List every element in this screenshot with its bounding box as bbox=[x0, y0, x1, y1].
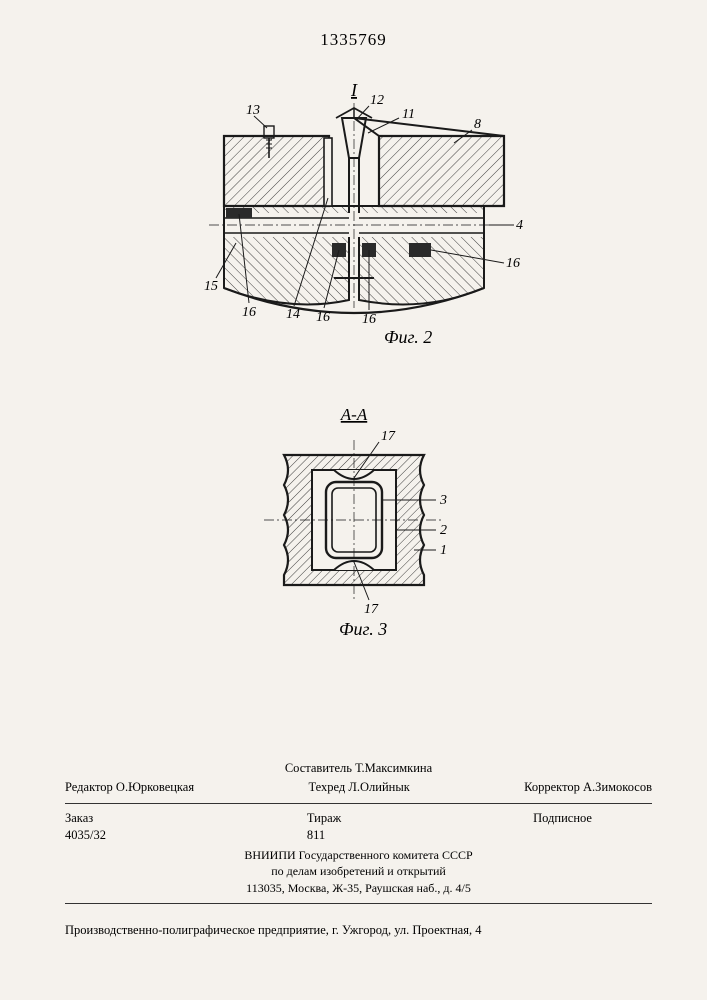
fig3-label-17b: 17 bbox=[364, 602, 379, 617]
document-number: 1335769 bbox=[0, 30, 707, 50]
fig3-label-3: 3 bbox=[439, 493, 447, 508]
fig3-label-2: 2 bbox=[440, 523, 447, 538]
fig2-label-12: 12 bbox=[370, 93, 384, 108]
compiler-line: Составитель Т.Максимкина bbox=[65, 760, 652, 778]
credits-block: Составитель Т.Максимкина Редактор О.Юрко… bbox=[65, 760, 652, 910]
patent-page: 1335769 I bbox=[0, 0, 707, 1000]
fig2-label-16b: 16 bbox=[316, 310, 330, 325]
fig2-label-8: 8 bbox=[474, 117, 481, 132]
fig2-label-15: 15 bbox=[204, 279, 218, 294]
fig2-label-16c: 16 bbox=[506, 256, 520, 271]
printer-line: Производственно-полиграфическое предприя… bbox=[65, 923, 652, 938]
fig2-label-4: 4 bbox=[516, 218, 523, 233]
figure-2: I bbox=[0, 78, 707, 353]
fig2-label-16a: 16 bbox=[242, 305, 256, 320]
tech-editor: Техред Л.Олийнык bbox=[308, 779, 409, 797]
editor: Редактор О.Юрковецкая bbox=[65, 779, 194, 797]
fig3-label-1: 1 bbox=[440, 543, 447, 558]
fig2-caption: Фиг. 2 bbox=[384, 327, 432, 347]
corrector: Корректор А.Зимокосов bbox=[524, 779, 652, 797]
figure-3-svg: А-А 17 17 3 bbox=[204, 400, 504, 660]
figure-2-svg: I bbox=[154, 78, 554, 348]
fig2-label-14: 14 bbox=[286, 307, 300, 322]
fig3-label-17a: 17 bbox=[381, 429, 396, 444]
fig2-label-13: 13 bbox=[246, 103, 260, 118]
fig2-label-16d: 16 bbox=[362, 312, 376, 327]
fig2-label-11: 11 bbox=[402, 107, 415, 122]
fig3-section-mark: А-А bbox=[339, 405, 367, 424]
figure-3: А-А 17 17 3 bbox=[0, 400, 707, 665]
order-row: Заказ 4035/32 Тираж 811 Подписное bbox=[65, 810, 652, 845]
fig3-caption: Фиг. 3 bbox=[339, 619, 387, 639]
divider bbox=[65, 803, 652, 804]
publisher-block: ВНИИПИ Государственного комитета СССР по… bbox=[65, 847, 652, 897]
divider-2 bbox=[65, 903, 652, 904]
fig2-section-mark: I bbox=[350, 80, 358, 100]
